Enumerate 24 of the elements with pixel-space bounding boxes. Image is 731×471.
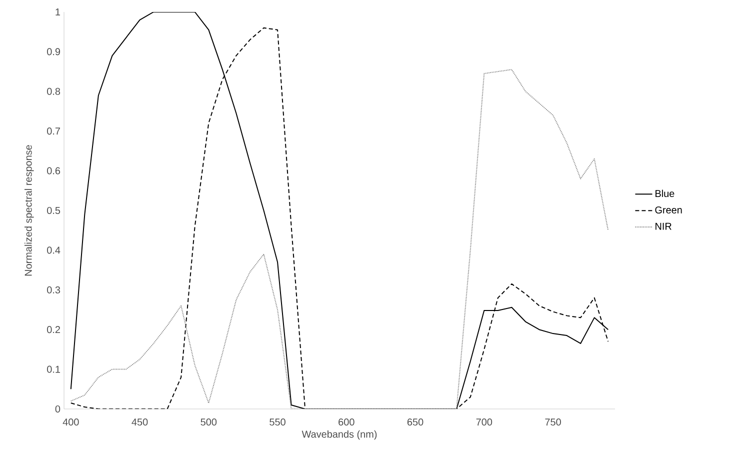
y-tick-label: 0.5: [47, 206, 60, 214]
y-tick-label: 0.6: [47, 167, 60, 174]
y-axis-title: Normalized spectral response: [24, 145, 34, 276]
y-tick-label: 0.1: [47, 366, 60, 373]
x-tick-label: 750: [545, 418, 561, 426]
legend-label: Green: [655, 206, 682, 214]
y-tick-label: 0.2: [47, 326, 60, 334]
x-tick-label: 550: [270, 418, 286, 426]
x-tick-label: 500: [200, 418, 217, 426]
x-tick-label: 650: [407, 418, 424, 426]
x-tick-label: 450: [132, 418, 148, 426]
y-tick-label: 0.8: [47, 88, 60, 95]
y-tick-label: 0.9: [47, 48, 60, 56]
y-tick-label: 0.7: [47, 128, 60, 135]
x-tick-label: 700: [476, 418, 492, 426]
y-tick-label: 1: [56, 8, 60, 16]
legend-label: Blue: [656, 190, 674, 198]
x-axis-title: Wavebands (nm): [302, 430, 377, 440]
x-tick-label: 600: [338, 418, 354, 426]
y-tick-label: 0: [55, 405, 60, 413]
legend-label: NIR: [656, 222, 672, 230]
y-tick-label: 0.4: [47, 246, 60, 254]
x-tick-label: 400: [62, 418, 79, 426]
y-tick-label: 0.3: [47, 286, 60, 294]
